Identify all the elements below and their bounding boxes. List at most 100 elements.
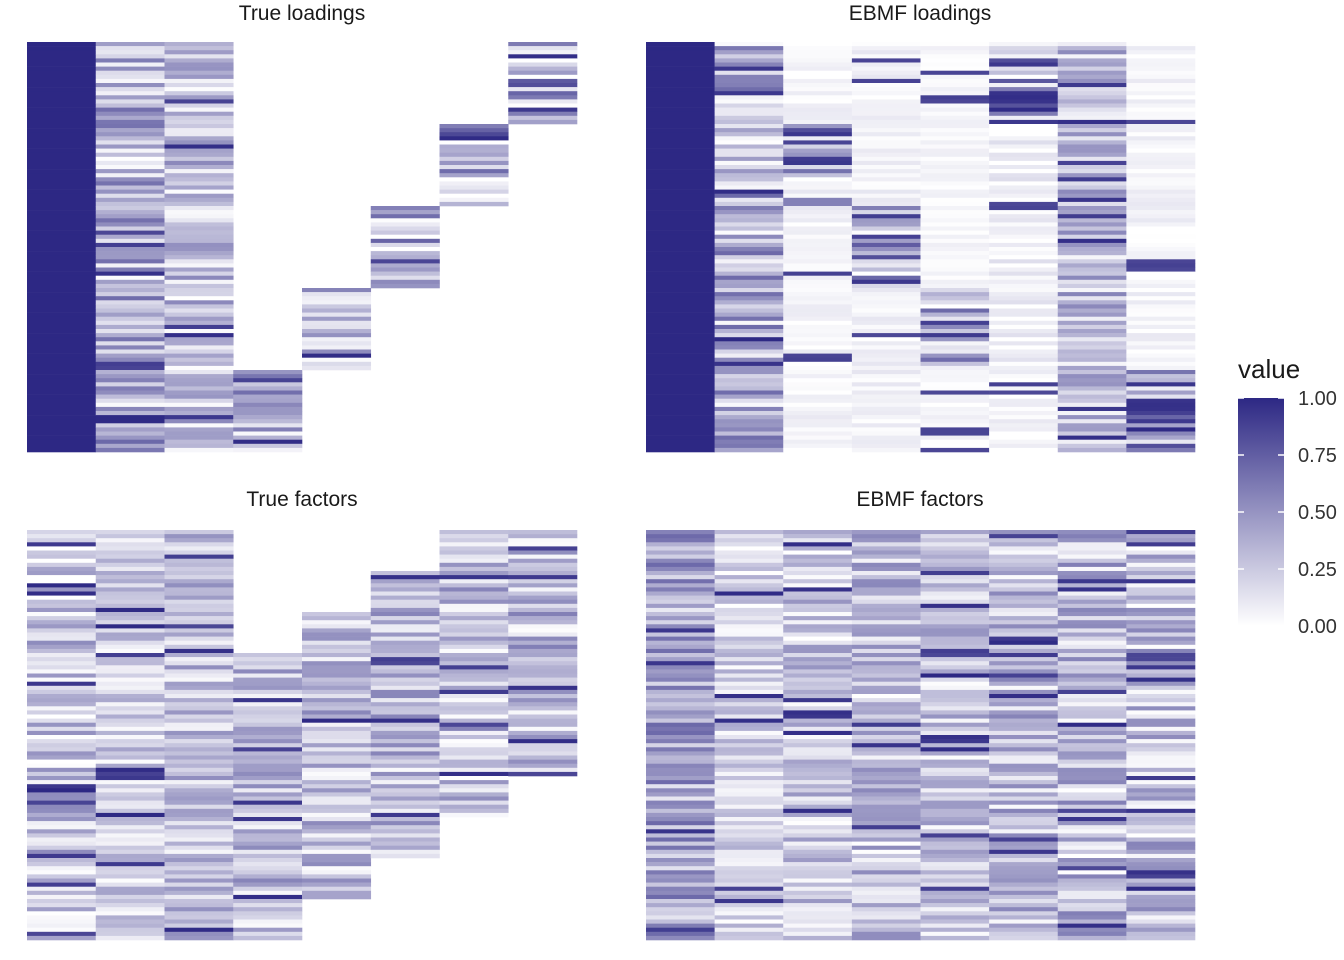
heatmap-cell xyxy=(989,341,1059,346)
heatmap-cell xyxy=(1126,292,1196,297)
heatmap-cell xyxy=(233,714,303,719)
heatmap-cell xyxy=(370,677,440,682)
heatmap-cell xyxy=(439,197,509,203)
heatmap-cell xyxy=(439,571,509,576)
heatmap-cell xyxy=(714,866,784,871)
heatmap-cell xyxy=(1126,447,1196,453)
heatmap-cell xyxy=(1126,226,1196,231)
heatmap-cell xyxy=(989,165,1059,170)
heatmap-cell xyxy=(164,661,234,666)
heatmap-cell xyxy=(989,903,1059,908)
heatmap-cell xyxy=(370,751,440,756)
heatmap-cell xyxy=(1057,324,1127,330)
heatmap-cell xyxy=(920,357,990,363)
heatmap-cell xyxy=(164,907,234,912)
heatmap-cell xyxy=(164,132,234,137)
heatmap-cell xyxy=(989,669,1059,674)
heatmap-cell xyxy=(989,915,1059,920)
heatmap-cell xyxy=(1057,165,1127,170)
heatmap-cell xyxy=(714,845,784,851)
heatmap-cell xyxy=(439,632,509,637)
heatmap-cell xyxy=(164,251,234,256)
heatmap-cell xyxy=(27,927,97,933)
heatmap-cell xyxy=(302,632,372,637)
heatmap-cell xyxy=(95,808,165,814)
heatmap-cell xyxy=(646,837,715,842)
heatmap-cell xyxy=(95,575,165,580)
heatmap-cell xyxy=(27,747,97,752)
heatmap-cell xyxy=(95,296,165,301)
heatmap-cell xyxy=(920,296,990,301)
heatmap-cell xyxy=(714,201,784,207)
heatmap-cell xyxy=(920,62,990,67)
heatmap-cell xyxy=(646,357,715,363)
heatmap-cell xyxy=(164,903,234,908)
heatmap-cell xyxy=(1126,825,1196,830)
heatmap-cell xyxy=(646,419,715,424)
heatmap-cell xyxy=(1057,70,1127,76)
heatmap-cell xyxy=(233,886,303,892)
heatmap-cell xyxy=(783,144,853,149)
heatmap-cell xyxy=(302,316,372,322)
heatmap-cell xyxy=(989,636,1059,641)
heatmap-cell xyxy=(27,320,97,326)
heatmap-cell xyxy=(27,411,97,416)
heatmap-cell xyxy=(370,222,440,227)
heatmap-cell xyxy=(95,242,165,248)
heatmap-cell xyxy=(95,894,165,900)
heatmap-cell xyxy=(27,812,97,818)
heatmap-cell xyxy=(920,853,990,859)
heatmap-cell xyxy=(646,218,715,223)
heatmap-cell xyxy=(783,878,853,883)
heatmap-cell xyxy=(714,566,784,572)
heatmap-cell xyxy=(783,411,853,416)
heatmap-cell xyxy=(27,911,97,916)
heatmap-cell xyxy=(370,665,440,670)
heatmap-cell xyxy=(714,665,784,670)
heatmap-cell xyxy=(164,378,234,383)
heatmap-cell xyxy=(1057,136,1127,141)
heatmap-cell xyxy=(851,685,921,691)
heatmap-cell xyxy=(714,603,784,609)
heatmap-cell xyxy=(646,230,715,235)
heatmap-cell xyxy=(164,538,234,543)
heatmap-cell xyxy=(1126,743,1196,748)
heatmap-cell xyxy=(164,42,234,47)
heatmap-cell xyxy=(989,829,1059,834)
heatmap-cell xyxy=(989,443,1059,449)
heatmap-cell xyxy=(95,747,165,752)
heatmap-cell xyxy=(27,821,97,826)
heatmap-cell xyxy=(646,87,715,92)
heatmap-cell xyxy=(646,763,715,769)
heatmap-cell xyxy=(646,722,715,728)
heatmap-cell xyxy=(439,808,509,814)
heatmap-cell xyxy=(439,599,509,605)
heatmap-cell xyxy=(164,620,234,625)
heatmap-cell xyxy=(920,919,990,924)
heatmap-cell xyxy=(714,546,784,551)
heatmap-cell xyxy=(27,575,97,580)
heatmap-cell xyxy=(646,242,715,248)
heatmap-cell xyxy=(783,931,853,937)
heatmap-cell xyxy=(1126,894,1196,900)
legend-tick-label: 0.25 xyxy=(1298,559,1337,581)
heatmap-cell xyxy=(164,767,234,773)
heatmap-cell xyxy=(95,267,165,272)
heatmap-cell xyxy=(783,899,853,904)
heatmap-cell xyxy=(1057,788,1127,793)
heatmap-cell xyxy=(508,562,578,568)
heatmap-cell xyxy=(851,841,921,846)
heatmap-cell xyxy=(646,714,715,719)
heatmap-cell xyxy=(164,324,234,330)
heatmap-cell xyxy=(95,402,165,408)
heatmap-cell xyxy=(27,849,97,855)
heatmap-cell xyxy=(1057,402,1127,408)
heatmap-cell xyxy=(989,279,1059,285)
heatmap-cell xyxy=(439,595,509,600)
heatmap-cell xyxy=(989,103,1059,108)
heatmap-cell xyxy=(714,91,784,96)
heatmap-cell xyxy=(27,83,97,88)
heatmap-cell xyxy=(233,710,303,715)
heatmap-cell xyxy=(714,821,784,826)
heatmap-cell xyxy=(370,845,440,851)
